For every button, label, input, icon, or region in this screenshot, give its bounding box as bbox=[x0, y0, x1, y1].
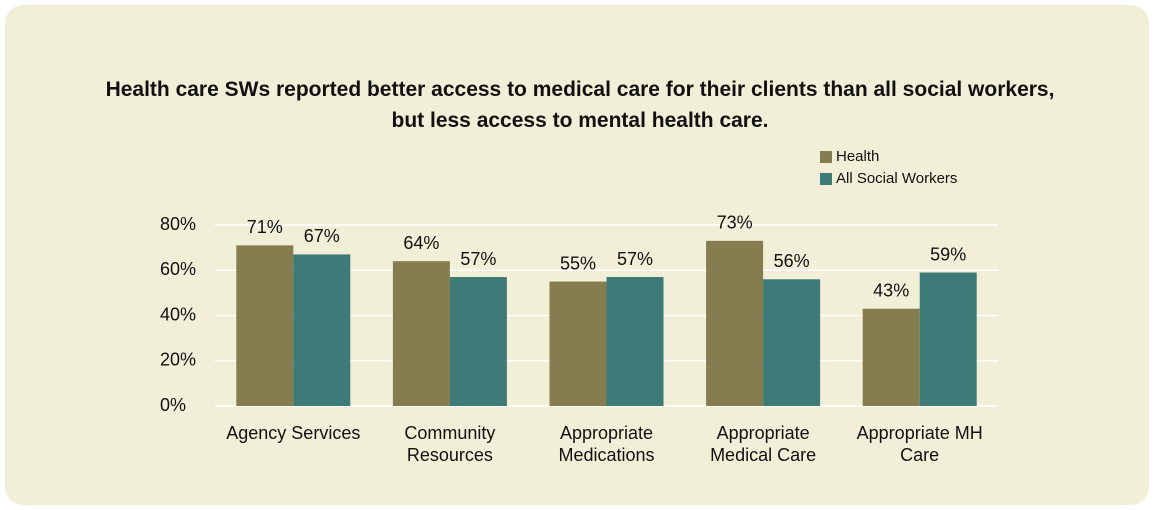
y-tick-label: 40% bbox=[160, 304, 196, 324]
chart-title: Health care SWs reported better access t… bbox=[105, 78, 1055, 132]
x-tick-label: Appropriate MH Care bbox=[856, 423, 983, 465]
data-label: 55% bbox=[560, 253, 596, 273]
data-label: 67% bbox=[304, 226, 340, 246]
legend-swatch bbox=[820, 151, 832, 163]
data-label: 59% bbox=[930, 244, 966, 264]
x-tick-label: Community Resources bbox=[404, 423, 496, 465]
bar bbox=[919, 272, 977, 406]
data-label: 71% bbox=[247, 217, 283, 237]
y-tick-label: 0% bbox=[160, 395, 186, 415]
legend-label: Health bbox=[836, 148, 879, 165]
bar bbox=[293, 254, 351, 406]
bar bbox=[449, 277, 507, 406]
x-tick-label: Agency Services bbox=[226, 423, 361, 443]
bar bbox=[392, 261, 450, 406]
data-label: 64% bbox=[403, 233, 439, 253]
data-label: 57% bbox=[460, 249, 496, 269]
data-label: 43% bbox=[873, 280, 909, 300]
data-label: 56% bbox=[774, 251, 810, 271]
y-tick-label: 60% bbox=[160, 259, 196, 279]
x-tick-label: Appropriate Medications bbox=[558, 423, 655, 465]
y-tick-label: 20% bbox=[160, 350, 196, 370]
bar bbox=[763, 279, 821, 406]
bar bbox=[606, 277, 664, 406]
bar bbox=[862, 308, 920, 406]
y-tick-label: 80% bbox=[160, 214, 196, 234]
legend-label: All Social Workers bbox=[836, 170, 957, 187]
bar bbox=[549, 281, 607, 406]
x-tick-label: Appropriate Medical Care bbox=[710, 423, 817, 465]
bar bbox=[236, 245, 294, 406]
data-label: 73% bbox=[717, 213, 753, 233]
bar bbox=[706, 240, 764, 406]
legend-swatch bbox=[820, 173, 832, 185]
data-label: 57% bbox=[617, 249, 653, 269]
